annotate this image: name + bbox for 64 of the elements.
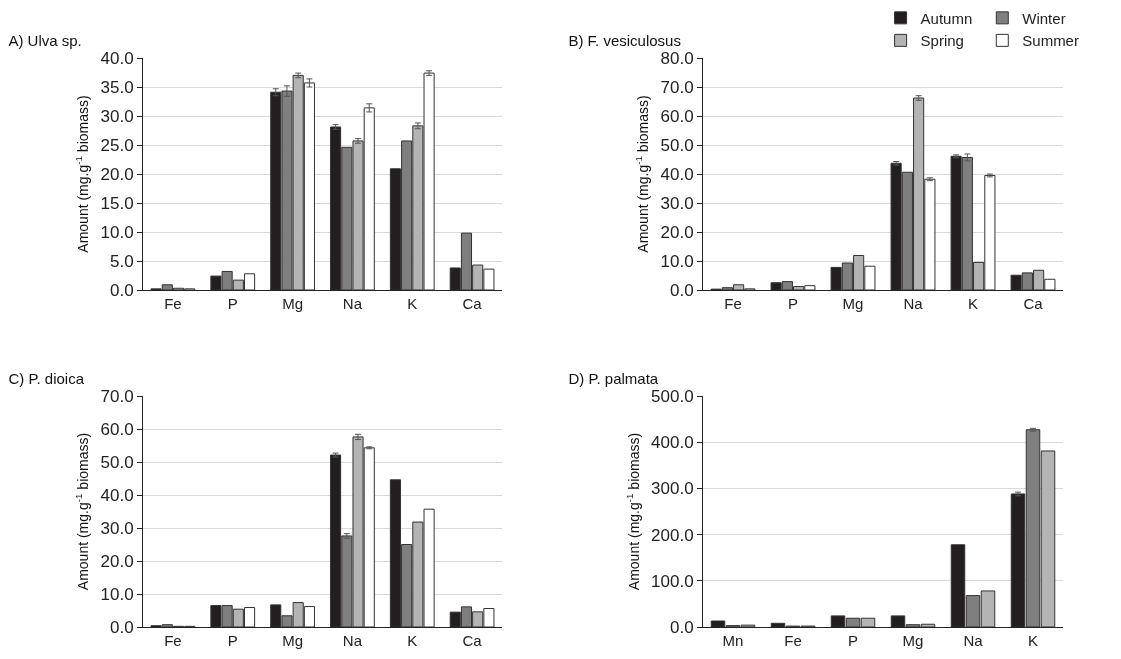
x-tick-label: Mn — [722, 632, 744, 649]
y-tick-label: 10.0 — [100, 584, 134, 604]
y-tick-label: 300.0 — [651, 479, 694, 499]
x-tick-label: K — [407, 295, 418, 312]
x-tick-label: Mg — [902, 632, 924, 649]
x-tick-label: Fe — [164, 295, 182, 312]
x-tick-label: Fe — [724, 295, 742, 312]
y-tick-label: 30.0 — [660, 193, 694, 213]
y-tick-label: 15.0 — [100, 193, 134, 213]
x-tick-label: P — [787, 295, 799, 312]
y-tick-label: 20.0 — [100, 164, 134, 184]
y-tick-label: 0.0 — [109, 280, 134, 300]
chart-title: D) P. palmata — [568, 370, 659, 387]
y-tick-label: 50.0 — [660, 135, 694, 155]
x-tick-label: P — [847, 632, 859, 649]
y-tick-label: 10.0 — [660, 251, 694, 271]
y-tick-label: 60.0 — [660, 106, 694, 126]
x-tick-label: Na — [903, 295, 924, 312]
x-tick-label: Ca — [1023, 295, 1044, 312]
legend-label: Spring — [920, 32, 964, 50]
y-tick-label: 100.0 — [651, 571, 694, 591]
y-tick-label: 5.0 — [109, 251, 134, 271]
x-tick-label: Mg — [842, 295, 864, 312]
x-tick-label: Fe — [164, 632, 182, 649]
y-tick-label: 0.0 — [669, 280, 694, 300]
y-tick-label: 0.0 — [669, 617, 694, 637]
x-tick-label: P — [227, 295, 238, 312]
x-tick-label: Ca — [462, 632, 483, 649]
legend-label: Autumn — [920, 9, 973, 27]
x-tick-label: K — [967, 295, 979, 312]
x-tick-label: Na — [963, 632, 984, 649]
y-tick-label: 30.0 — [100, 518, 134, 538]
y-tick-label: 40.0 — [100, 48, 134, 68]
y-tick-label: 0.0 — [109, 617, 134, 637]
x-tick-label: P — [227, 632, 238, 649]
y-tick-label: 40.0 — [660, 164, 694, 184]
x-tick-label: Na — [342, 295, 363, 312]
x-tick-label: Ca — [462, 295, 483, 312]
y-tick-label: 35.0 — [100, 77, 134, 97]
legend-label: Summer — [1022, 32, 1079, 50]
x-tick-label: Na — [342, 632, 363, 649]
y-tick-label: 25.0 — [100, 135, 134, 155]
y-tick-label: 70.0 — [660, 77, 694, 97]
x-tick-label: Mg — [282, 295, 303, 312]
x-tick-label: Mg — [282, 632, 303, 649]
y-tick-label: 400.0 — [651, 433, 694, 453]
y-tick-label: 50.0 — [100, 452, 134, 472]
y-tick-label: 40.0 — [100, 485, 134, 505]
y-tick-label: 80.0 — [660, 48, 694, 68]
chart-title: C) P. dioica — [8, 370, 85, 387]
y-tick-label: 20.0 — [660, 222, 694, 242]
chart-title: B) F. vesiculosus — [568, 32, 681, 49]
y-tick-label: 60.0 — [100, 419, 134, 439]
y-tick-label: 10.0 — [100, 222, 134, 242]
y-tick-label: 500.0 — [651, 386, 694, 406]
y-tick-label: 200.0 — [651, 525, 694, 545]
x-tick-label: K — [407, 632, 418, 649]
x-tick-label: Fe — [784, 632, 802, 649]
x-tick-label: K — [1027, 632, 1039, 649]
chart-title: A) Ulva sp. — [8, 32, 82, 49]
legend-label: Winter — [1022, 9, 1066, 27]
y-tick-label: 70.0 — [100, 386, 134, 406]
y-tick-label: 30.0 — [100, 106, 134, 126]
y-tick-label: 20.0 — [100, 551, 134, 571]
